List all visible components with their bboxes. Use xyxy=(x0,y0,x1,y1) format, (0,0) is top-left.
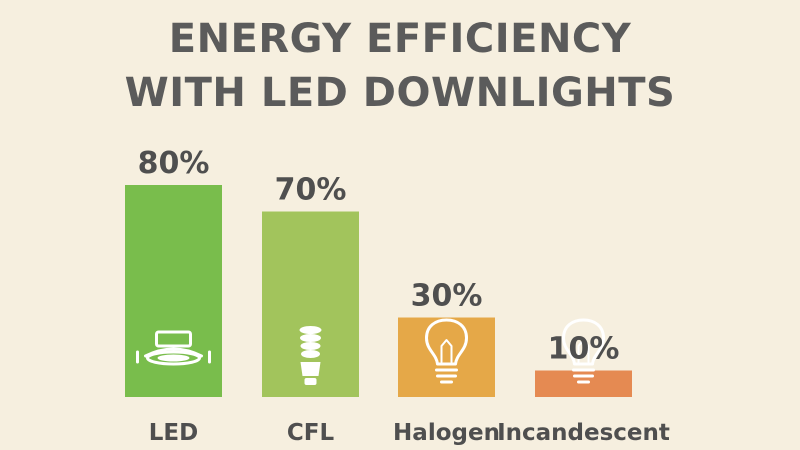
value-label-cfl: 70% xyxy=(275,173,347,208)
value-label-halogen: 30% xyxy=(411,279,483,314)
halogen-bulb-icon xyxy=(425,318,468,384)
category-label-cfl: CFL xyxy=(287,420,335,446)
cfl-bulb-icon xyxy=(299,326,322,385)
bar-halogen xyxy=(398,317,495,397)
value-label-incandescent: 10% xyxy=(548,332,620,367)
incandescent-bulb-icon xyxy=(562,318,605,384)
chart-title-line-2: WITH LED DOWNLIGHTS xyxy=(124,70,676,116)
value-label-led: 80% xyxy=(138,146,210,181)
chart-title-line-1: ENERGY EFFICIENCY xyxy=(168,16,632,62)
category-label-led: LED xyxy=(149,420,198,446)
led-downlight-icon xyxy=(136,330,211,366)
bar-led xyxy=(125,185,222,397)
bar-incandescent xyxy=(535,370,632,397)
category-label-incandescent: Incandescent xyxy=(497,420,670,446)
chart-title: ENERGY EFFICIENCY WITH LED DOWNLIGHTS xyxy=(0,12,800,120)
category-label-halogen: Halogen xyxy=(393,420,500,446)
